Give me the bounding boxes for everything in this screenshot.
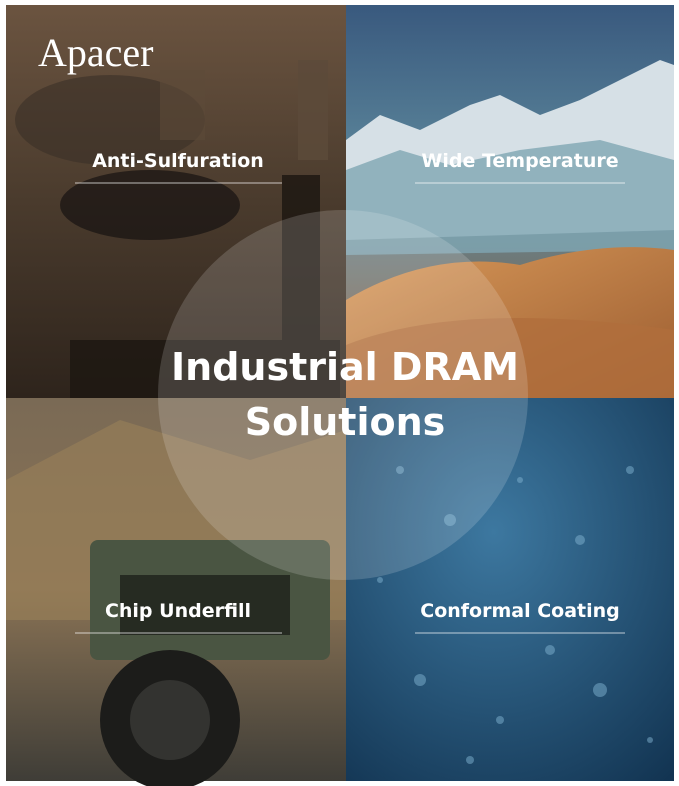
poster: Apacer Anti-Sulfuration Wide Temperature… (0, 0, 679, 786)
feature-label: Conformal Coating (420, 600, 620, 622)
feature-label: Anti-Sulfuration (92, 150, 264, 172)
main-title: Solutions (245, 400, 446, 444)
brand-logo: Apacer (38, 30, 153, 75)
feature-label: Wide Temperature (421, 150, 618, 172)
page: {"brand": "Apacer", "title": {"line1": "… (0, 0, 679, 786)
feature-label: Chip Underfill (105, 600, 251, 622)
center-circle (158, 210, 528, 580)
main-title: Industrial DRAM (171, 345, 519, 389)
